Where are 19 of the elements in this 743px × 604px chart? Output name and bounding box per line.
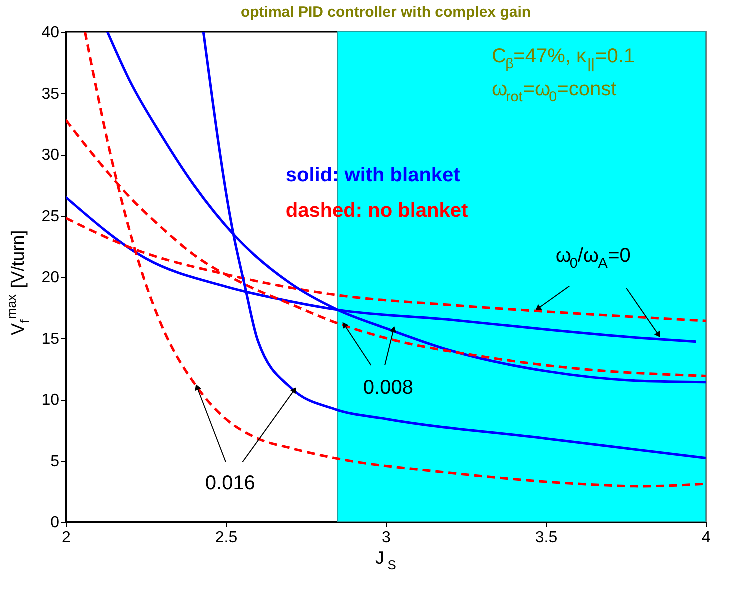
y-tick-label: 5 — [50, 453, 60, 470]
x-tick-label: 2 — [62, 530, 72, 546]
y-tick-label: 25 — [42, 208, 60, 226]
y-tick-label: 15 — [42, 330, 60, 348]
x-tick-label: 3.5 — [535, 530, 558, 546]
y-tick-label: 30 — [42, 147, 60, 164]
annotation: 0.016 — [205, 472, 256, 495]
y-tick-label: 35 — [42, 86, 60, 103]
x-tick-label: 3 — [382, 530, 392, 546]
x-tick-label: 4 — [702, 530, 712, 546]
y-axis-title: Vfmax [V/turn] — [4, 230, 32, 336]
y-tick-label: 10 — [42, 392, 60, 409]
chart-title: optimal PID controller with complex gain — [240, 4, 532, 21]
annotation: 0.008 — [363, 376, 414, 399]
y-tick-label: 40 — [42, 24, 60, 42]
annotation: solid: with blanket — [286, 164, 461, 187]
x-tick-label: 2.5 — [215, 530, 238, 546]
y-tick-label: 20 — [42, 270, 60, 286]
y-tick-label: 0 — [50, 514, 60, 532]
